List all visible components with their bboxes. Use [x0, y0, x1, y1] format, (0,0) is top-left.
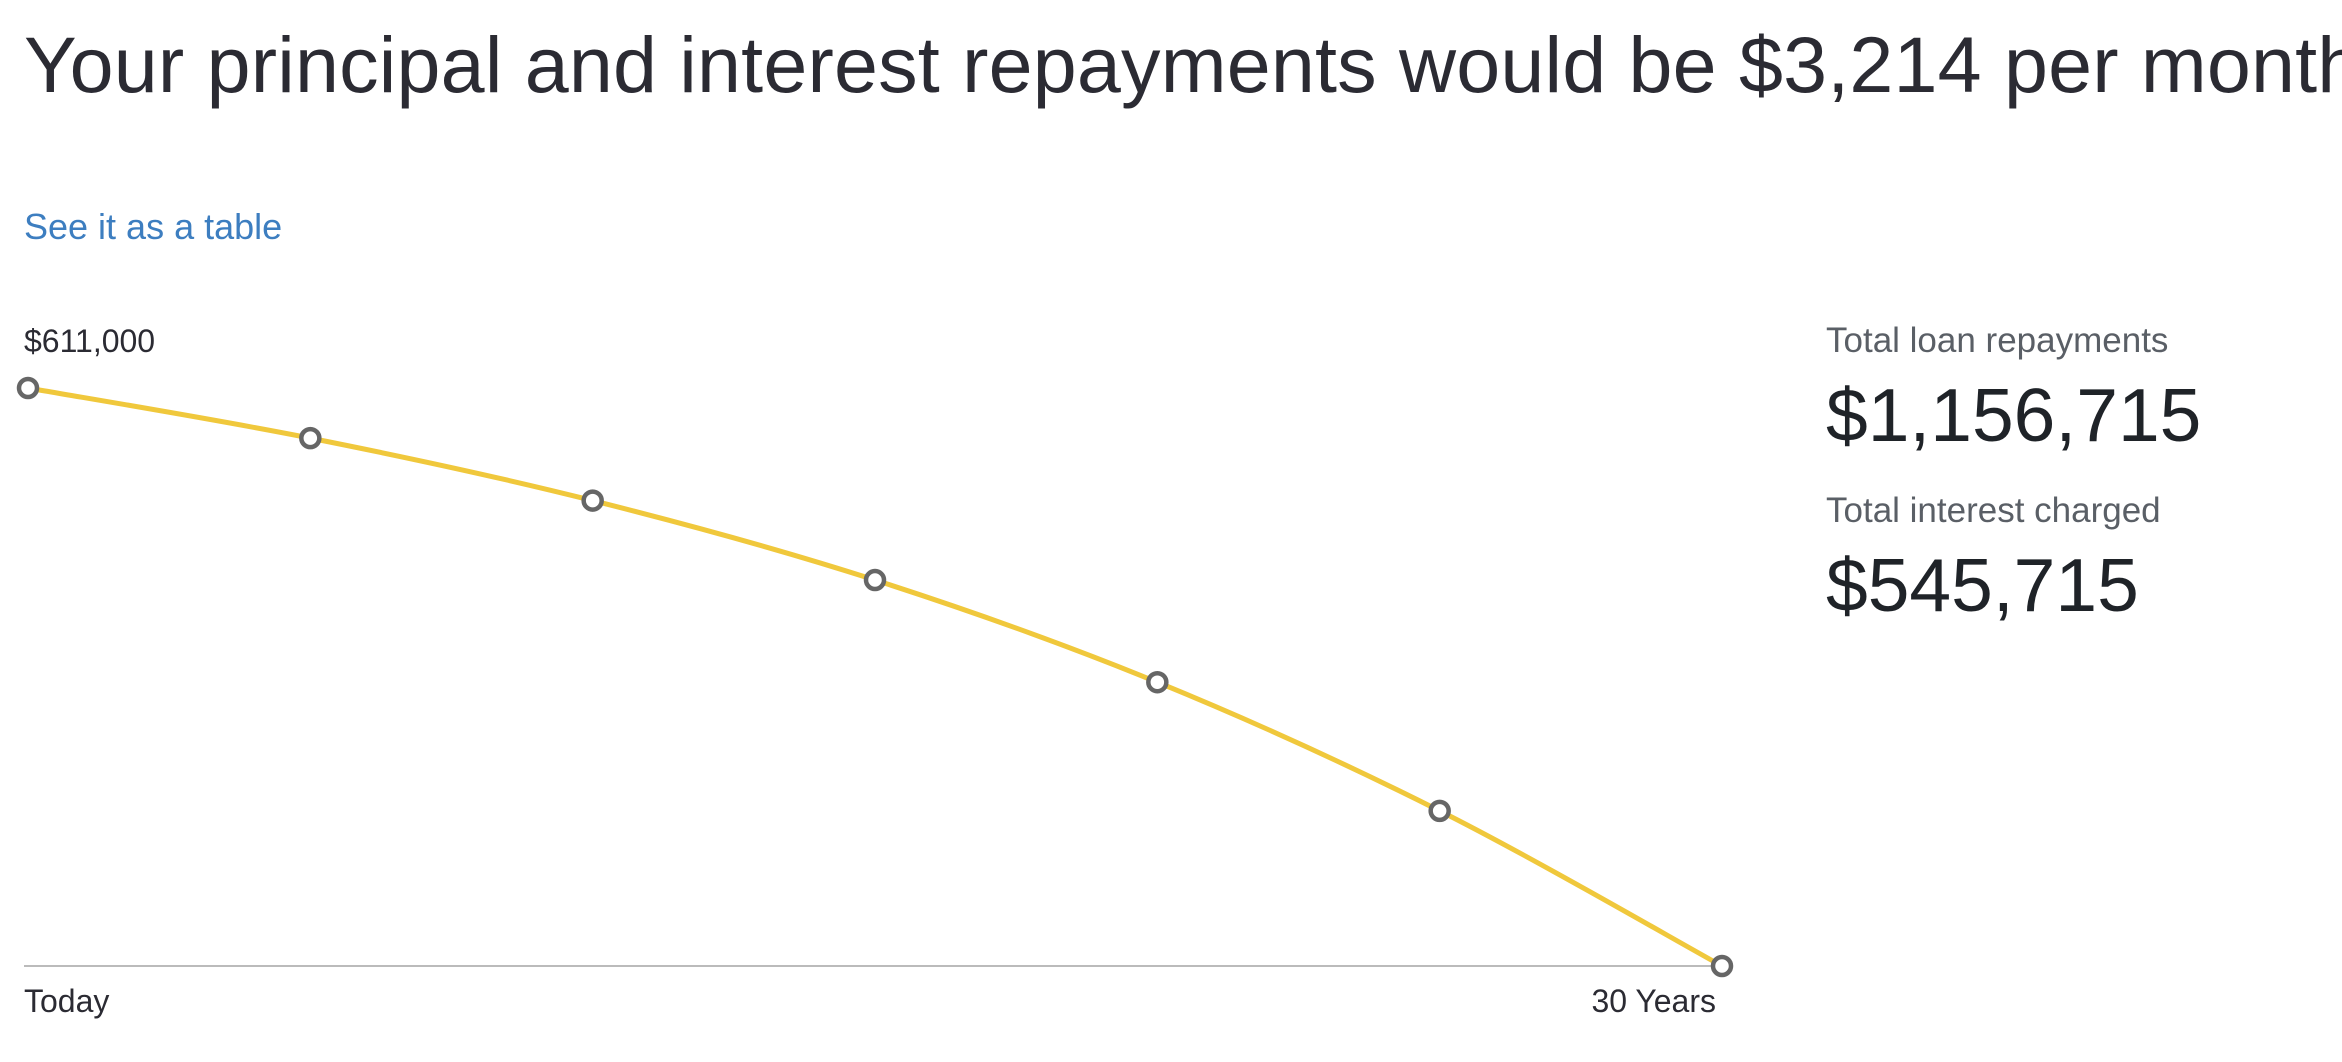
data-point-3[interactable]	[863, 568, 887, 592]
data-point-0[interactable]	[16, 376, 40, 400]
data-point-1[interactable]	[299, 426, 322, 450]
x-tick-label-start: Today	[24, 983, 109, 1019]
balance-series-line	[27, 385, 1724, 969]
see-as-table-link[interactable]: See it as a table	[24, 206, 283, 247]
total-interest-label: Total interest charged	[1826, 491, 2161, 530]
loan-summary: Total loan repayments $1,156,715 Total i…	[1826, 320, 2326, 630]
data-point-6[interactable]	[1710, 954, 1734, 978]
total-repayments-group: Total loan repayments $1,156,715	[1826, 320, 2326, 460]
loan-balance-chart: $611,000 Today 30 Years	[16, 323, 1734, 1019]
data-point-2[interactable]	[581, 489, 604, 512]
total-interest-value: $545,715	[1826, 543, 2139, 627]
total-repayments-value: $1,156,715	[1826, 373, 2202, 457]
page-title: Your principal and interest repayments w…	[24, 20, 2342, 109]
x-tick-label-end: 30 Years	[1591, 983, 1716, 1019]
total-repayments-label: Total loan repayments	[1826, 321, 2169, 360]
start-value-label: $611,000	[24, 323, 155, 359]
data-point-5[interactable]	[1428, 799, 1451, 823]
data-point-markers	[16, 376, 1734, 978]
total-interest-group: Total interest charged $545,715	[1826, 490, 2326, 630]
data-point-4[interactable]	[1146, 670, 1169, 694]
